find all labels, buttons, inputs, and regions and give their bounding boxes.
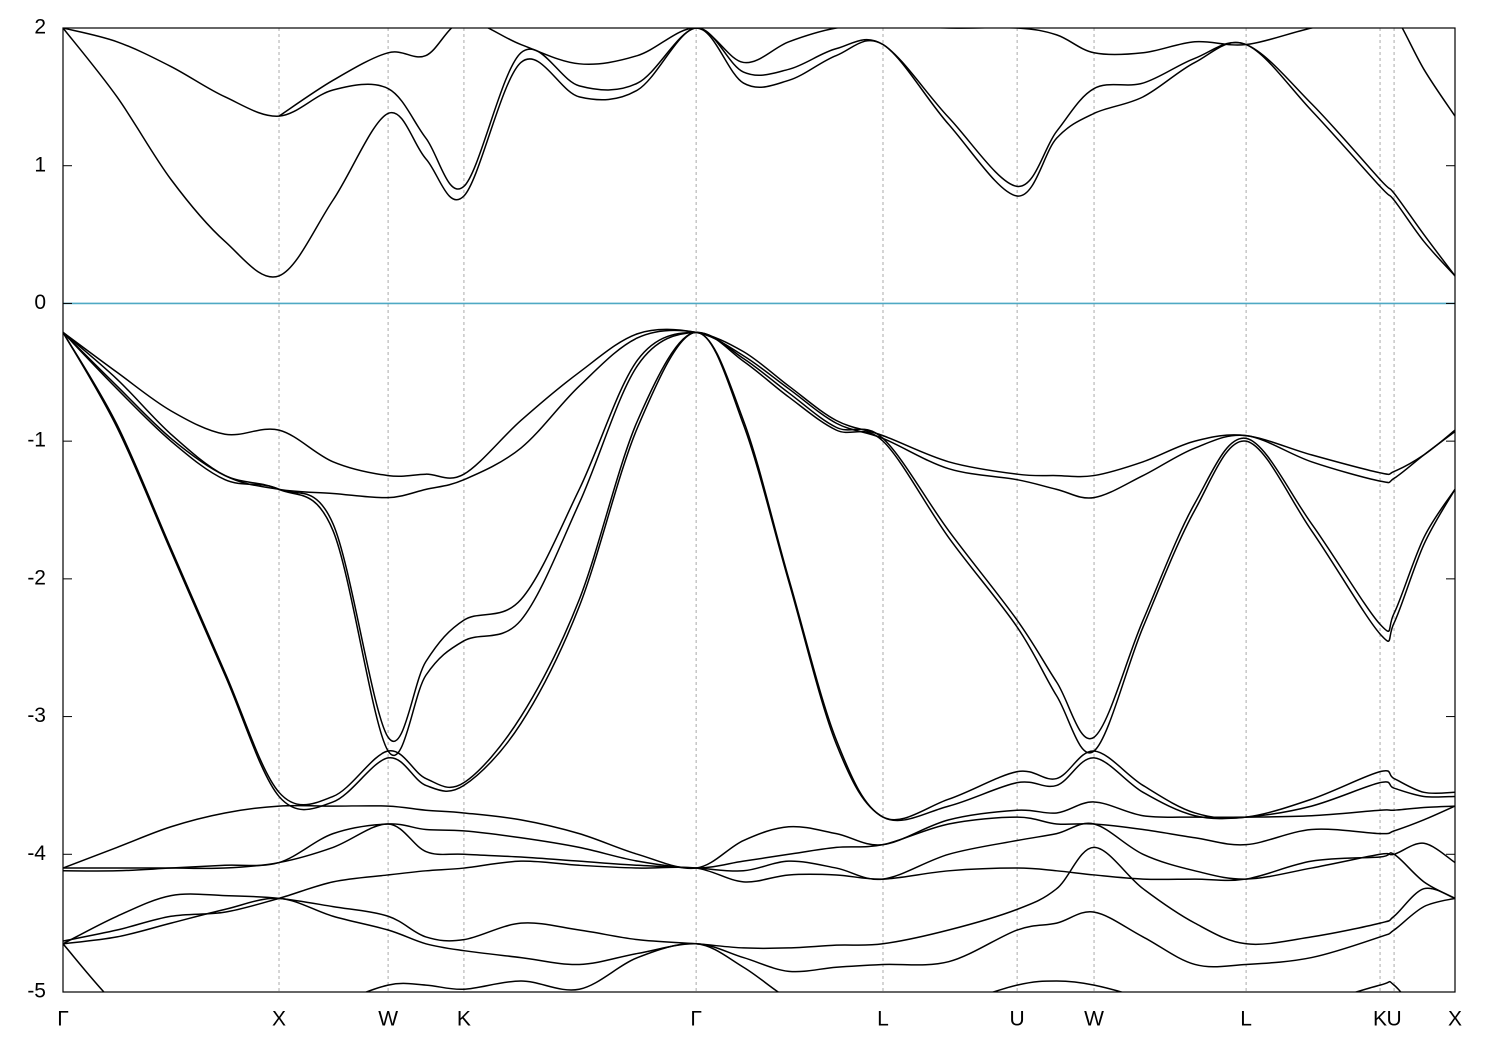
x-tick-label: X xyxy=(272,1008,286,1031)
y-tick-label: -4 xyxy=(27,842,46,865)
x-tick-label: K xyxy=(457,1008,471,1031)
x-tick-label: W xyxy=(1084,1008,1104,1031)
x-tick-label: L xyxy=(877,1008,889,1031)
band-line xyxy=(63,852,1455,942)
y-tick-label: -5 xyxy=(27,980,46,1003)
band-line xyxy=(63,28,1455,277)
band-line xyxy=(63,329,1455,499)
plot-frame xyxy=(62,27,1456,993)
y-tick-label: -1 xyxy=(27,429,46,452)
y-tick-label: 2 xyxy=(34,16,46,39)
x-tick-label: Γ xyxy=(690,1008,702,1031)
x-tick-label: U xyxy=(1386,1008,1401,1031)
band-line xyxy=(63,331,1455,742)
grid-layer xyxy=(62,28,1456,992)
band-line xyxy=(63,331,1455,756)
band-line xyxy=(63,822,1455,881)
y-tick-label: -2 xyxy=(27,566,46,589)
band-line xyxy=(63,805,1455,872)
x-tick-label: W xyxy=(378,1008,398,1031)
band-line xyxy=(63,331,1455,822)
x-tick-label: L xyxy=(1240,1008,1252,1031)
band-line xyxy=(278,28,1455,117)
x-tick-label: X xyxy=(1448,1008,1462,1031)
x-tick-label: Γ xyxy=(57,1008,69,1031)
y-tick-label: -3 xyxy=(27,704,46,727)
x-tick-label: K xyxy=(1373,1008,1387,1031)
band-line xyxy=(63,846,1455,950)
x-tick-label: U xyxy=(1010,1008,1025,1031)
band-line xyxy=(63,328,1455,479)
band-line xyxy=(63,897,1455,973)
line-layer xyxy=(63,28,1455,992)
y-tick-label: 1 xyxy=(34,153,46,176)
band-line xyxy=(63,801,1455,870)
y-tick-label: 0 xyxy=(34,291,46,314)
